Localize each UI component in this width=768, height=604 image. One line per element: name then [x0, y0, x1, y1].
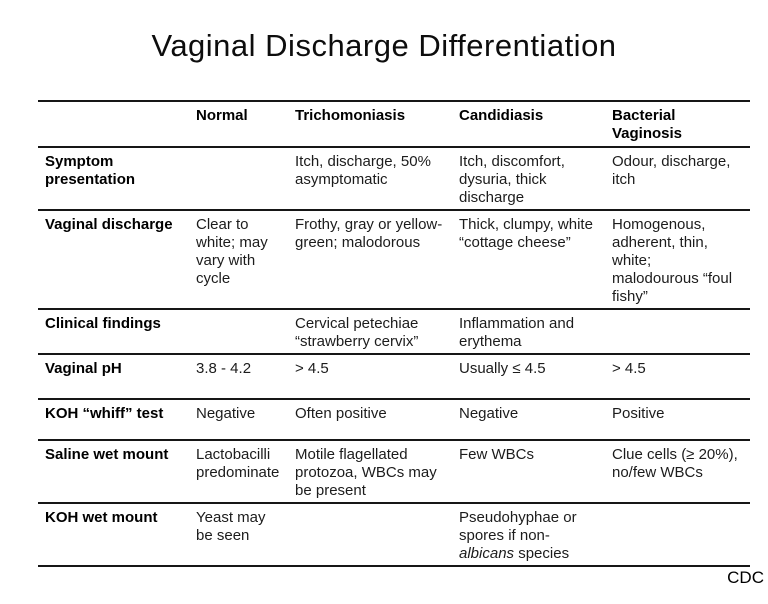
- cell-bacterial-vaginosis: [612, 502, 750, 566]
- row-label: Saline wet mount: [38, 439, 196, 503]
- cell-candidiasis: Inflammation and erythema: [459, 308, 612, 354]
- cell-trichomoniasis: > 4.5: [295, 353, 459, 399]
- cell-trichomoniasis: [295, 502, 459, 566]
- cell-candidiasis: Pseudohyphae or spores if non-albicans s…: [459, 502, 612, 566]
- cell-trichomoniasis: Frothy, gray or yellow- green; malodorou…: [295, 209, 459, 309]
- cell-normal: [196, 146, 295, 210]
- differentiation-table: Normal Trichomoniasis Candidiasis Bacter…: [38, 100, 750, 567]
- row-label: KOH “whiff” test: [38, 398, 196, 440]
- table-header-row: Normal Trichomoniasis Candidiasis Bacter…: [38, 100, 750, 147]
- table-row-koh-wet-mount: KOH wet mount Yeast may be seen Pseudohy…: [38, 502, 750, 566]
- row-label: KOH wet mount: [38, 502, 196, 566]
- cell-bacterial-vaginosis: Clue cells (≥ 20%), no/few WBCs: [612, 439, 750, 503]
- table-row-koh-whiff-test: KOH “whiff” test Negative Often positive…: [38, 398, 750, 440]
- cell-text: Pseudohyphae or spores if non-: [459, 509, 577, 544]
- table-row-symptom-presentation: Symptom presentation Itch, discharge, 50…: [38, 146, 750, 210]
- cell-bacterial-vaginosis: Odour, discharge, itch: [612, 146, 750, 210]
- row-label: Vaginal discharge: [38, 209, 196, 309]
- cell-candidiasis: Few WBCs: [459, 439, 612, 503]
- column-header-candidiasis: Candidiasis: [459, 100, 612, 147]
- cell-trichomoniasis: Motile flagellated protozoa, WBCs may be…: [295, 439, 459, 503]
- cell-normal: Clear to white; may vary with cycle: [196, 209, 295, 309]
- table-row-saline-wet-mount: Saline wet mount Lactobacilli predominat…: [38, 439, 750, 503]
- page-title: Vaginal Discharge Differentiation: [151, 28, 617, 63]
- table-row-vaginal-discharge: Vaginal discharge Clear to white; may va…: [38, 209, 750, 309]
- cell-candidiasis: Negative: [459, 398, 612, 440]
- table-row-clinical-findings: Clinical findings Cervical petechiae “st…: [38, 308, 750, 354]
- source-attribution: CDC: [727, 568, 764, 587]
- cell-bacterial-vaginosis: Positive: [612, 398, 750, 440]
- cell-normal: 3.8 - 4.2: [196, 353, 295, 399]
- cell-bacterial-vaginosis: [612, 308, 750, 354]
- column-header-empty: [38, 100, 196, 147]
- cell-text: species: [514, 545, 570, 562]
- cell-normal: Lactobacilli predominate: [196, 439, 295, 503]
- cell-normal: Negative: [196, 398, 295, 440]
- cell-bacterial-vaginosis: Homogenous, adherent, thin, white; malod…: [612, 209, 750, 309]
- cell-candidiasis: Thick, clumpy, white “cottage cheese”: [459, 209, 612, 309]
- column-header-trichomoniasis: Trichomoniasis: [295, 100, 459, 147]
- cell-text-italic: albicans: [459, 545, 515, 562]
- table-row-vaginal-ph: Vaginal pH 3.8 - 4.2 > 4.5 Usually ≤ 4.5…: [38, 353, 750, 399]
- row-label: Vaginal pH: [38, 353, 196, 399]
- cell-trichomoniasis: Often positive: [295, 398, 459, 440]
- column-header-normal: Normal: [196, 100, 295, 147]
- cell-candidiasis: Usually ≤ 4.5: [459, 353, 612, 399]
- row-label: Symptom presentation: [38, 146, 196, 210]
- cell-trichomoniasis: Itch, discharge, 50% asymptomatic: [295, 146, 459, 210]
- cell-normal: [196, 308, 295, 354]
- cell-bacterial-vaginosis: > 4.5: [612, 353, 750, 399]
- row-label: Clinical findings: [38, 308, 196, 354]
- cell-trichomoniasis: Cervical petechiae “strawberry cervix”: [295, 308, 459, 354]
- cell-candidiasis: Itch, discomfort, dysuria, thick dischar…: [459, 146, 612, 210]
- column-header-bacterial-vaginosis: Bacterial Vaginosis: [612, 100, 750, 147]
- cell-normal: Yeast may be seen: [196, 502, 295, 566]
